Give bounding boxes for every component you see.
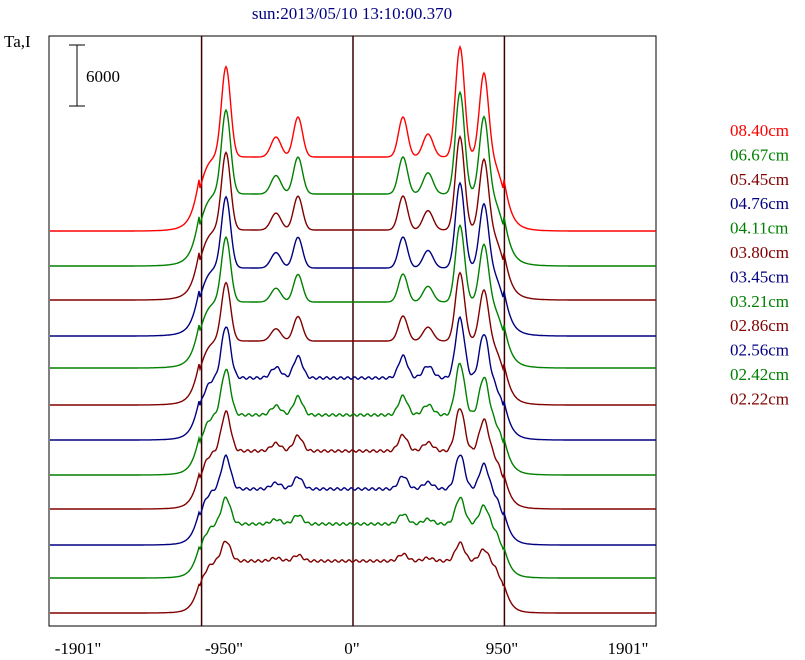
series-line	[50, 496, 656, 579]
scale-bar	[69, 44, 85, 107]
legend-entry: 03.21cm	[730, 292, 789, 311]
series-line	[50, 90, 656, 267]
x-tick-label: -950"	[205, 639, 243, 658]
vertical-markers	[200, 36, 506, 626]
legend-entry: 06.67cm	[730, 145, 789, 164]
legend-entry: 04.11cm	[730, 219, 788, 238]
series-line	[50, 44, 656, 232]
x-tick-labels: -1901" -950" 0" 950" 1901"	[55, 639, 649, 658]
legend-entry: 03.45cm	[730, 267, 789, 286]
series-line	[50, 315, 656, 441]
x-tick-label: 950"	[486, 639, 518, 658]
series-line	[50, 362, 656, 476]
series-line	[50, 540, 656, 614]
x-tick-label: 1901"	[608, 639, 649, 658]
series-line	[50, 454, 656, 546]
y-axis-label: Ta,I	[4, 32, 31, 51]
series-line	[50, 181, 656, 337]
x-tick-label: -1901"	[55, 639, 102, 658]
scale-bar-label: 6000	[86, 67, 120, 86]
x-tick-label: 0"	[344, 639, 359, 658]
series-line	[50, 223, 656, 369]
series-layer	[50, 44, 656, 614]
chart-title: sun:2013/05/10 13:10:00.370	[252, 4, 452, 23]
series-line	[50, 408, 656, 510]
legend-entry: 02.86cm	[730, 316, 789, 335]
series-line	[50, 271, 656, 406]
legend: 08.40cm 06.67cm 05.45cm 04.76cm 04.11cm 03.80…	[730, 121, 789, 408]
series-line	[50, 134, 656, 301]
legend-entry: 05.45cm	[730, 170, 789, 189]
legend-entry: 02.42cm	[730, 365, 789, 384]
legend-entry: 08.40cm	[730, 121, 789, 140]
legend-entry: 02.56cm	[730, 341, 789, 360]
legend-entry: 02.22cm	[730, 389, 789, 408]
legend-entry: 03.80cm	[730, 243, 789, 262]
legend-entry: 04.76cm	[730, 194, 789, 213]
